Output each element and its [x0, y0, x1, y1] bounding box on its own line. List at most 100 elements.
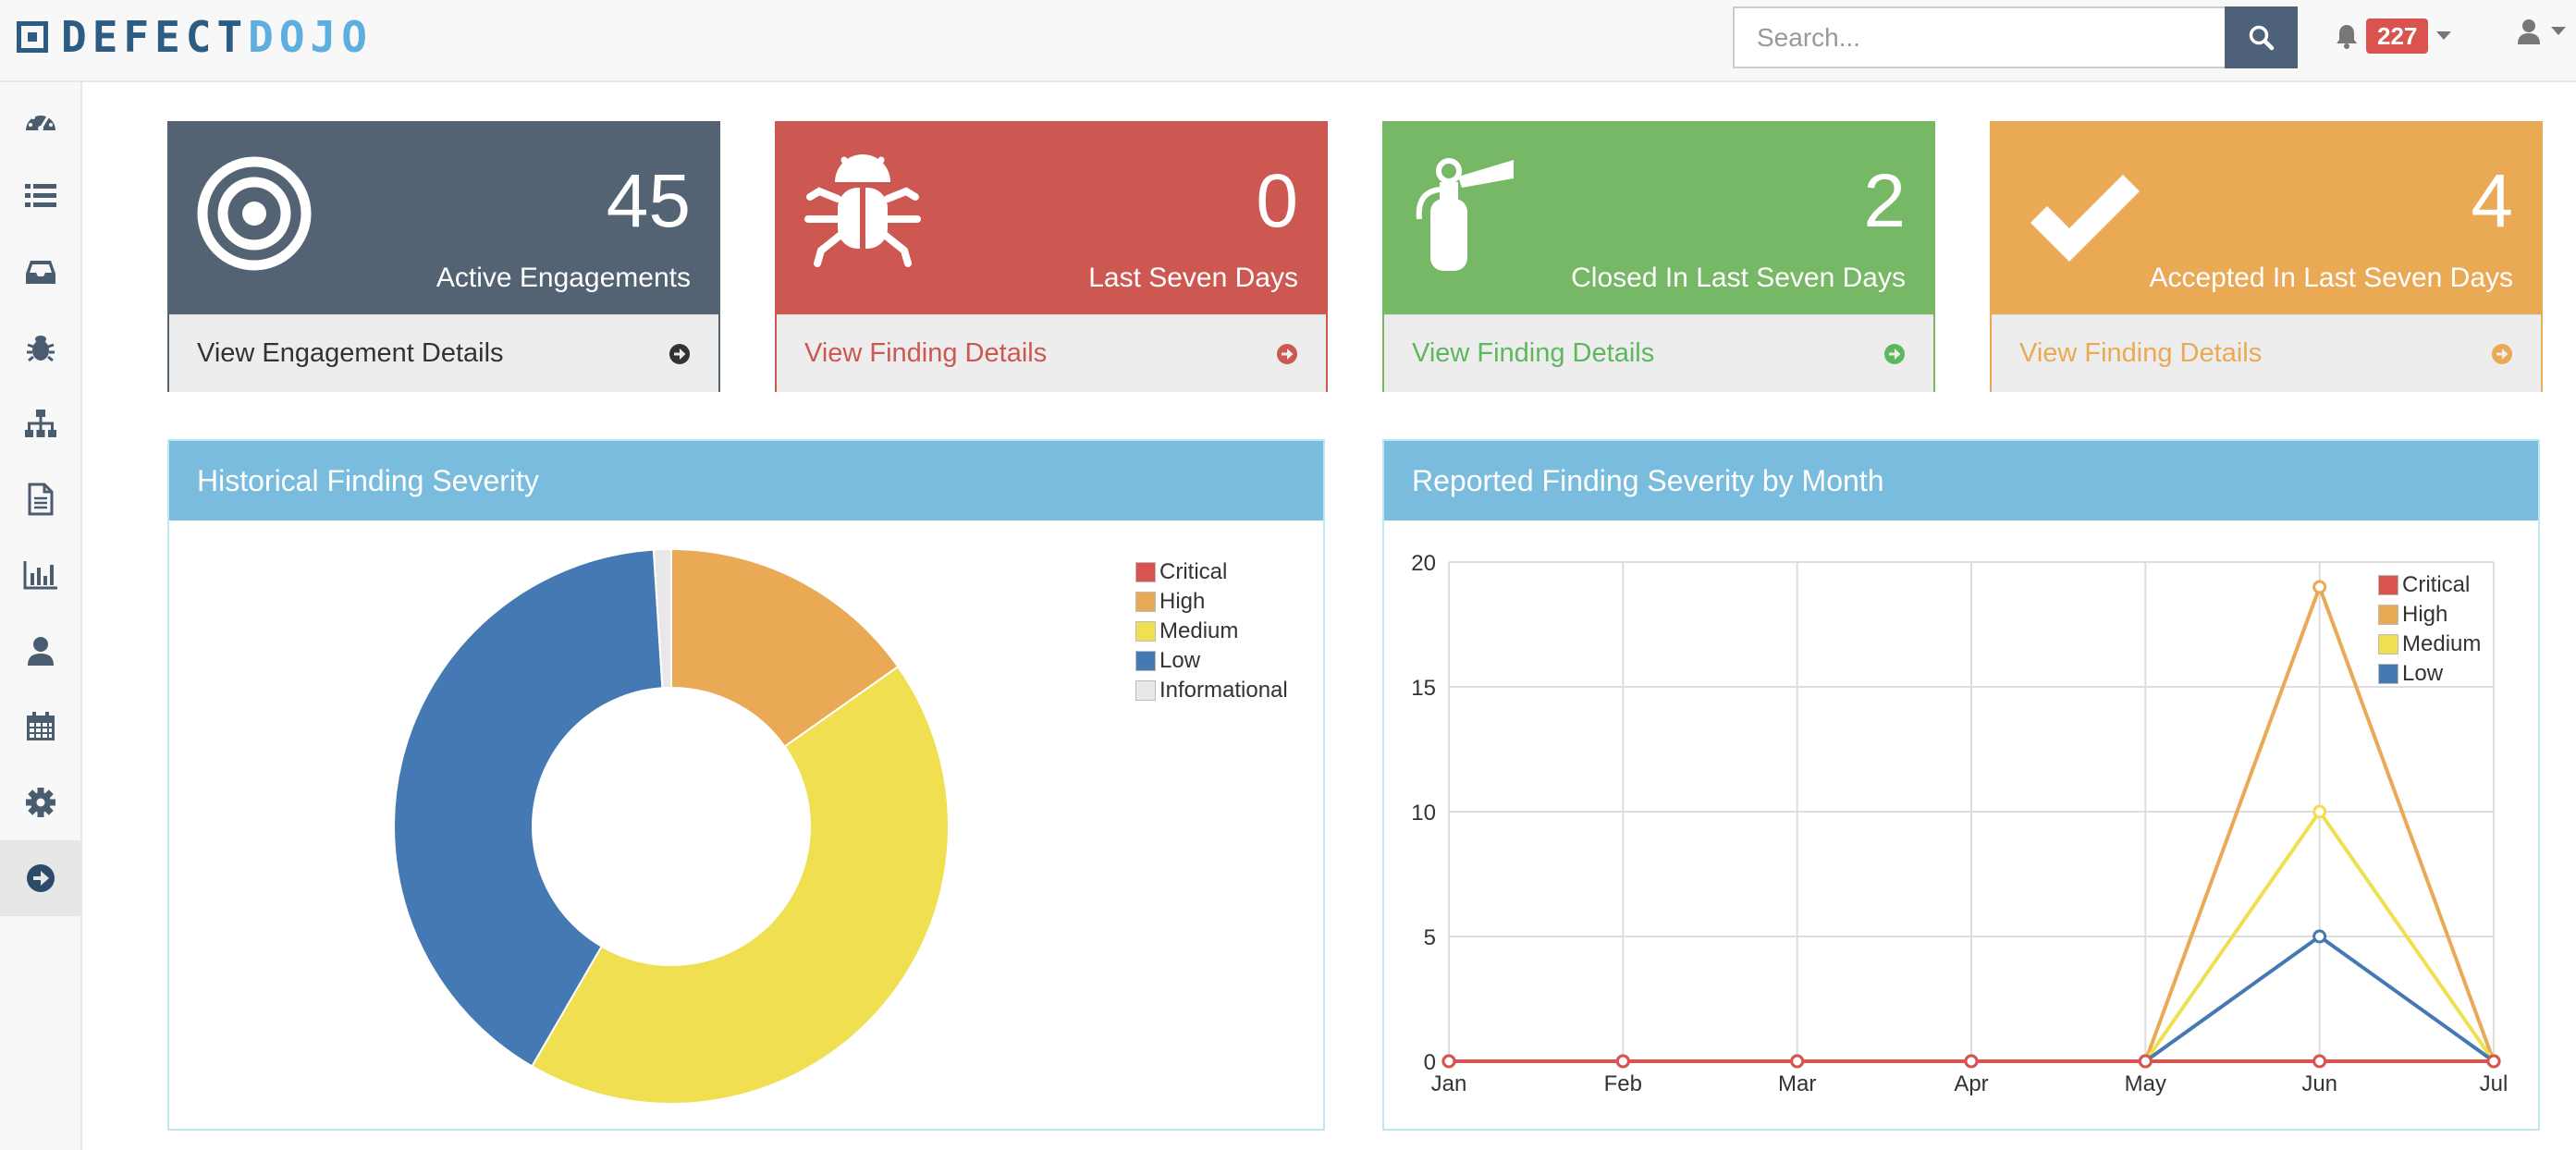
card-link-label: View Finding Details: [1412, 338, 1655, 368]
y-tick-label: 20: [1411, 551, 1436, 576]
active-engagements-count: 45: [606, 159, 691, 243]
view-finding-details-link[interactable]: View Finding Details: [1992, 314, 2541, 392]
data-point-critical[interactable]: [1964, 1054, 1979, 1069]
legend-label: Informational: [1159, 678, 1288, 703]
file-icon: [28, 483, 53, 516]
legend-label: Low: [1159, 648, 1201, 673]
bar-chart-icon: [23, 561, 57, 590]
view-finding-details-link[interactable]: View Finding Details: [1384, 314, 1933, 392]
search-input[interactable]: [1733, 6, 2225, 68]
donut-slice-high[interactable]: [670, 547, 900, 748]
sidebar-item-dashboard[interactable]: [0, 82, 80, 158]
notifications-menu[interactable]: 227: [2335, 18, 2452, 54]
x-tick-label: Jan: [1431, 1071, 1467, 1096]
donut-slice-informational[interactable]: [652, 547, 672, 690]
arrow-circle-right-icon: [1884, 343, 1905, 364]
dashboard-icon: [25, 112, 55, 131]
y-tick-label: 0: [1424, 1050, 1436, 1075]
inbox-icon: [25, 261, 55, 284]
x-tick-label: Mar: [1778, 1071, 1816, 1096]
legend-swatch: [1135, 562, 1156, 582]
arrow-circle-right-icon: [26, 864, 55, 892]
x-tick-label: Jun: [2301, 1071, 2337, 1096]
top-navbar: DEFECTDOJO 227: [0, 0, 2576, 82]
user-icon: [2518, 19, 2540, 44]
arrow-circle-right-icon: [2492, 343, 2512, 364]
data-point-critical[interactable]: [1790, 1054, 1805, 1069]
legend-swatch: [2378, 634, 2398, 655]
bell-icon: [2337, 25, 2357, 49]
donut-slice-low[interactable]: [393, 548, 664, 1068]
sidebar-item-metrics[interactable]: [0, 537, 80, 613]
view-finding-details-link[interactable]: View Finding Details: [777, 314, 1326, 392]
check-icon: [2030, 175, 2140, 262]
data-point-critical[interactable]: [1615, 1054, 1630, 1069]
donut-legend-item: High: [1135, 587, 1288, 617]
sidebar-expand-toggle[interactable]: [0, 840, 80, 916]
active-engagements-label: Active Engagements: [435, 263, 691, 293]
line-chart-legend: Critical High Medium Low: [2378, 570, 2481, 689]
legend-label: High: [2402, 602, 2448, 627]
donut-legend-item: Medium: [1135, 617, 1288, 646]
x-tick-label: May: [2125, 1071, 2166, 1096]
last-seven-days-count: 0: [1256, 159, 1298, 243]
legend-swatch: [2378, 605, 2398, 625]
legend-swatch: [2378, 664, 2398, 684]
panel-title: Historical Finding Severity: [169, 441, 1323, 520]
sidebar-item-findings[interactable]: [0, 310, 80, 385]
historical-severity-donut-chart: [393, 547, 950, 1105]
view-engagement-details-link[interactable]: View Engagement Details: [169, 314, 718, 392]
x-tick-label: Jul: [2480, 1071, 2509, 1096]
sidebar-item-products[interactable]: [0, 385, 80, 461]
sidebar-item-list[interactable]: [0, 158, 80, 234]
closed-last-seven-days-label: Closed In Last Seven Days: [1571, 263, 1906, 293]
sidebar-item-inbox[interactable]: [0, 234, 80, 310]
data-point-medium[interactable]: [2312, 804, 2327, 819]
card-link-label: View Finding Details: [2019, 338, 2263, 368]
line-legend-item: Critical: [2378, 570, 2481, 600]
x-tick-label: Apr: [1954, 1071, 1988, 1096]
sidebar-item-calendar[interactable]: [0, 689, 80, 765]
caret-down-icon: [2436, 31, 2452, 40]
data-point-critical[interactable]: [2138, 1054, 2153, 1069]
target-icon: [197, 156, 312, 271]
accepted-last-seven-days-count: 4: [2471, 159, 2513, 243]
notification-count-badge: 227: [2366, 18, 2429, 54]
donut-legend-item: Low: [1135, 646, 1288, 676]
search-icon: [2249, 25, 2274, 50]
data-point-critical[interactable]: [1441, 1054, 1456, 1069]
donut-slice-medium[interactable]: [530, 665, 950, 1105]
data-point-high[interactable]: [2312, 580, 2327, 594]
bug-icon: [26, 336, 55, 362]
data-point-low[interactable]: [2312, 929, 2327, 944]
legend-label: High: [1159, 589, 1206, 614]
legend-label: Critical: [2402, 572, 2471, 597]
sidebar-item-reports[interactable]: [0, 461, 80, 537]
legend-swatch: [1135, 621, 1156, 642]
legend-label: Medium: [1159, 618, 1239, 643]
sidebar-item-users[interactable]: [0, 613, 80, 689]
arrow-circle-right-icon: [669, 343, 690, 364]
legend-label: Low: [2402, 661, 2444, 686]
data-point-critical[interactable]: [2312, 1054, 2327, 1069]
search-button[interactable]: [2225, 6, 2298, 68]
x-tick-label: Feb: [1604, 1071, 1642, 1096]
user-icon: [27, 637, 54, 666]
legend-label: Medium: [2402, 631, 2482, 656]
user-menu[interactable]: [2517, 18, 2567, 44]
card-link-label: View Engagement Details: [197, 338, 504, 368]
historical-severity-panel: Historical Finding Severity Critical High…: [167, 439, 1325, 1131]
sidebar-item-configuration[interactable]: [0, 765, 80, 840]
legend-swatch: [2378, 575, 2398, 595]
monthly-severity-line-chart: 0 5 10 15 20 Jan Feb Mar Apr May Jun Jul: [1411, 551, 2509, 1096]
accepted-last-seven-days-label: Accepted In Last Seven Days: [2149, 263, 2513, 293]
line-legend-item: Low: [2378, 659, 2481, 689]
closed-last-seven-days-card: 2 Closed In Last Seven Days View Finding…: [1382, 121, 1935, 392]
closed-last-seven-days-count: 2: [1863, 159, 1906, 243]
defectdojo-logo[interactable]: DEFECTDOJO: [17, 16, 373, 58]
legend-swatch: [1135, 680, 1156, 701]
data-point-critical[interactable]: [2486, 1054, 2501, 1069]
sitemap-icon: [24, 410, 56, 437]
accepted-last-seven-days-card: 4 Accepted In Last Seven Days View Findi…: [1990, 121, 2543, 392]
line-legend-item: Medium: [2378, 630, 2481, 659]
